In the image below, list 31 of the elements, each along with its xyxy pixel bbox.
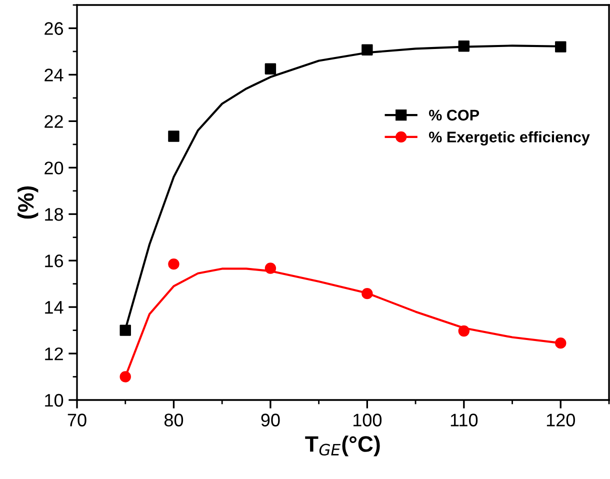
x-tick-label: 120 bbox=[546, 414, 575, 426]
x-tick-label: 100 bbox=[354, 414, 382, 426]
y-tick-label: 18 bbox=[45, 208, 64, 221]
y-tick-label: 22 bbox=[44, 115, 63, 128]
y-tick-label: 10 bbox=[45, 394, 64, 407]
point bbox=[120, 371, 131, 382]
y-tick-label: 14 bbox=[45, 301, 64, 314]
legend-label: % Exergetic efficiency bbox=[428, 131, 590, 146]
point bbox=[168, 130, 180, 142]
point bbox=[458, 325, 470, 337]
point bbox=[362, 44, 373, 56]
point bbox=[264, 63, 276, 75]
x-tick-label: 90 bbox=[261, 414, 280, 426]
point bbox=[168, 258, 180, 270]
y-tick-label: 24 bbox=[44, 68, 64, 82]
y-axis-title: (%) bbox=[17, 186, 38, 219]
x-axis-title: T$_{GE}$(°C) bbox=[305, 436, 380, 456]
legend-label: % COP bbox=[428, 110, 480, 121]
point bbox=[458, 40, 470, 52]
point bbox=[120, 324, 131, 336]
y-tick-label: 20 bbox=[44, 162, 64, 174]
x-tick-label: 70 bbox=[68, 414, 86, 426]
x-tick-label: 80 bbox=[164, 414, 184, 426]
y-tick-label: 16 bbox=[45, 254, 64, 268]
point bbox=[555, 41, 566, 52]
y-tick-label: 26 bbox=[44, 22, 64, 35]
x-tick-label: 110 bbox=[450, 414, 478, 426]
point bbox=[555, 337, 566, 349]
point bbox=[264, 262, 276, 274]
y-tick-label: 12 bbox=[45, 347, 63, 360]
point bbox=[362, 288, 373, 300]
